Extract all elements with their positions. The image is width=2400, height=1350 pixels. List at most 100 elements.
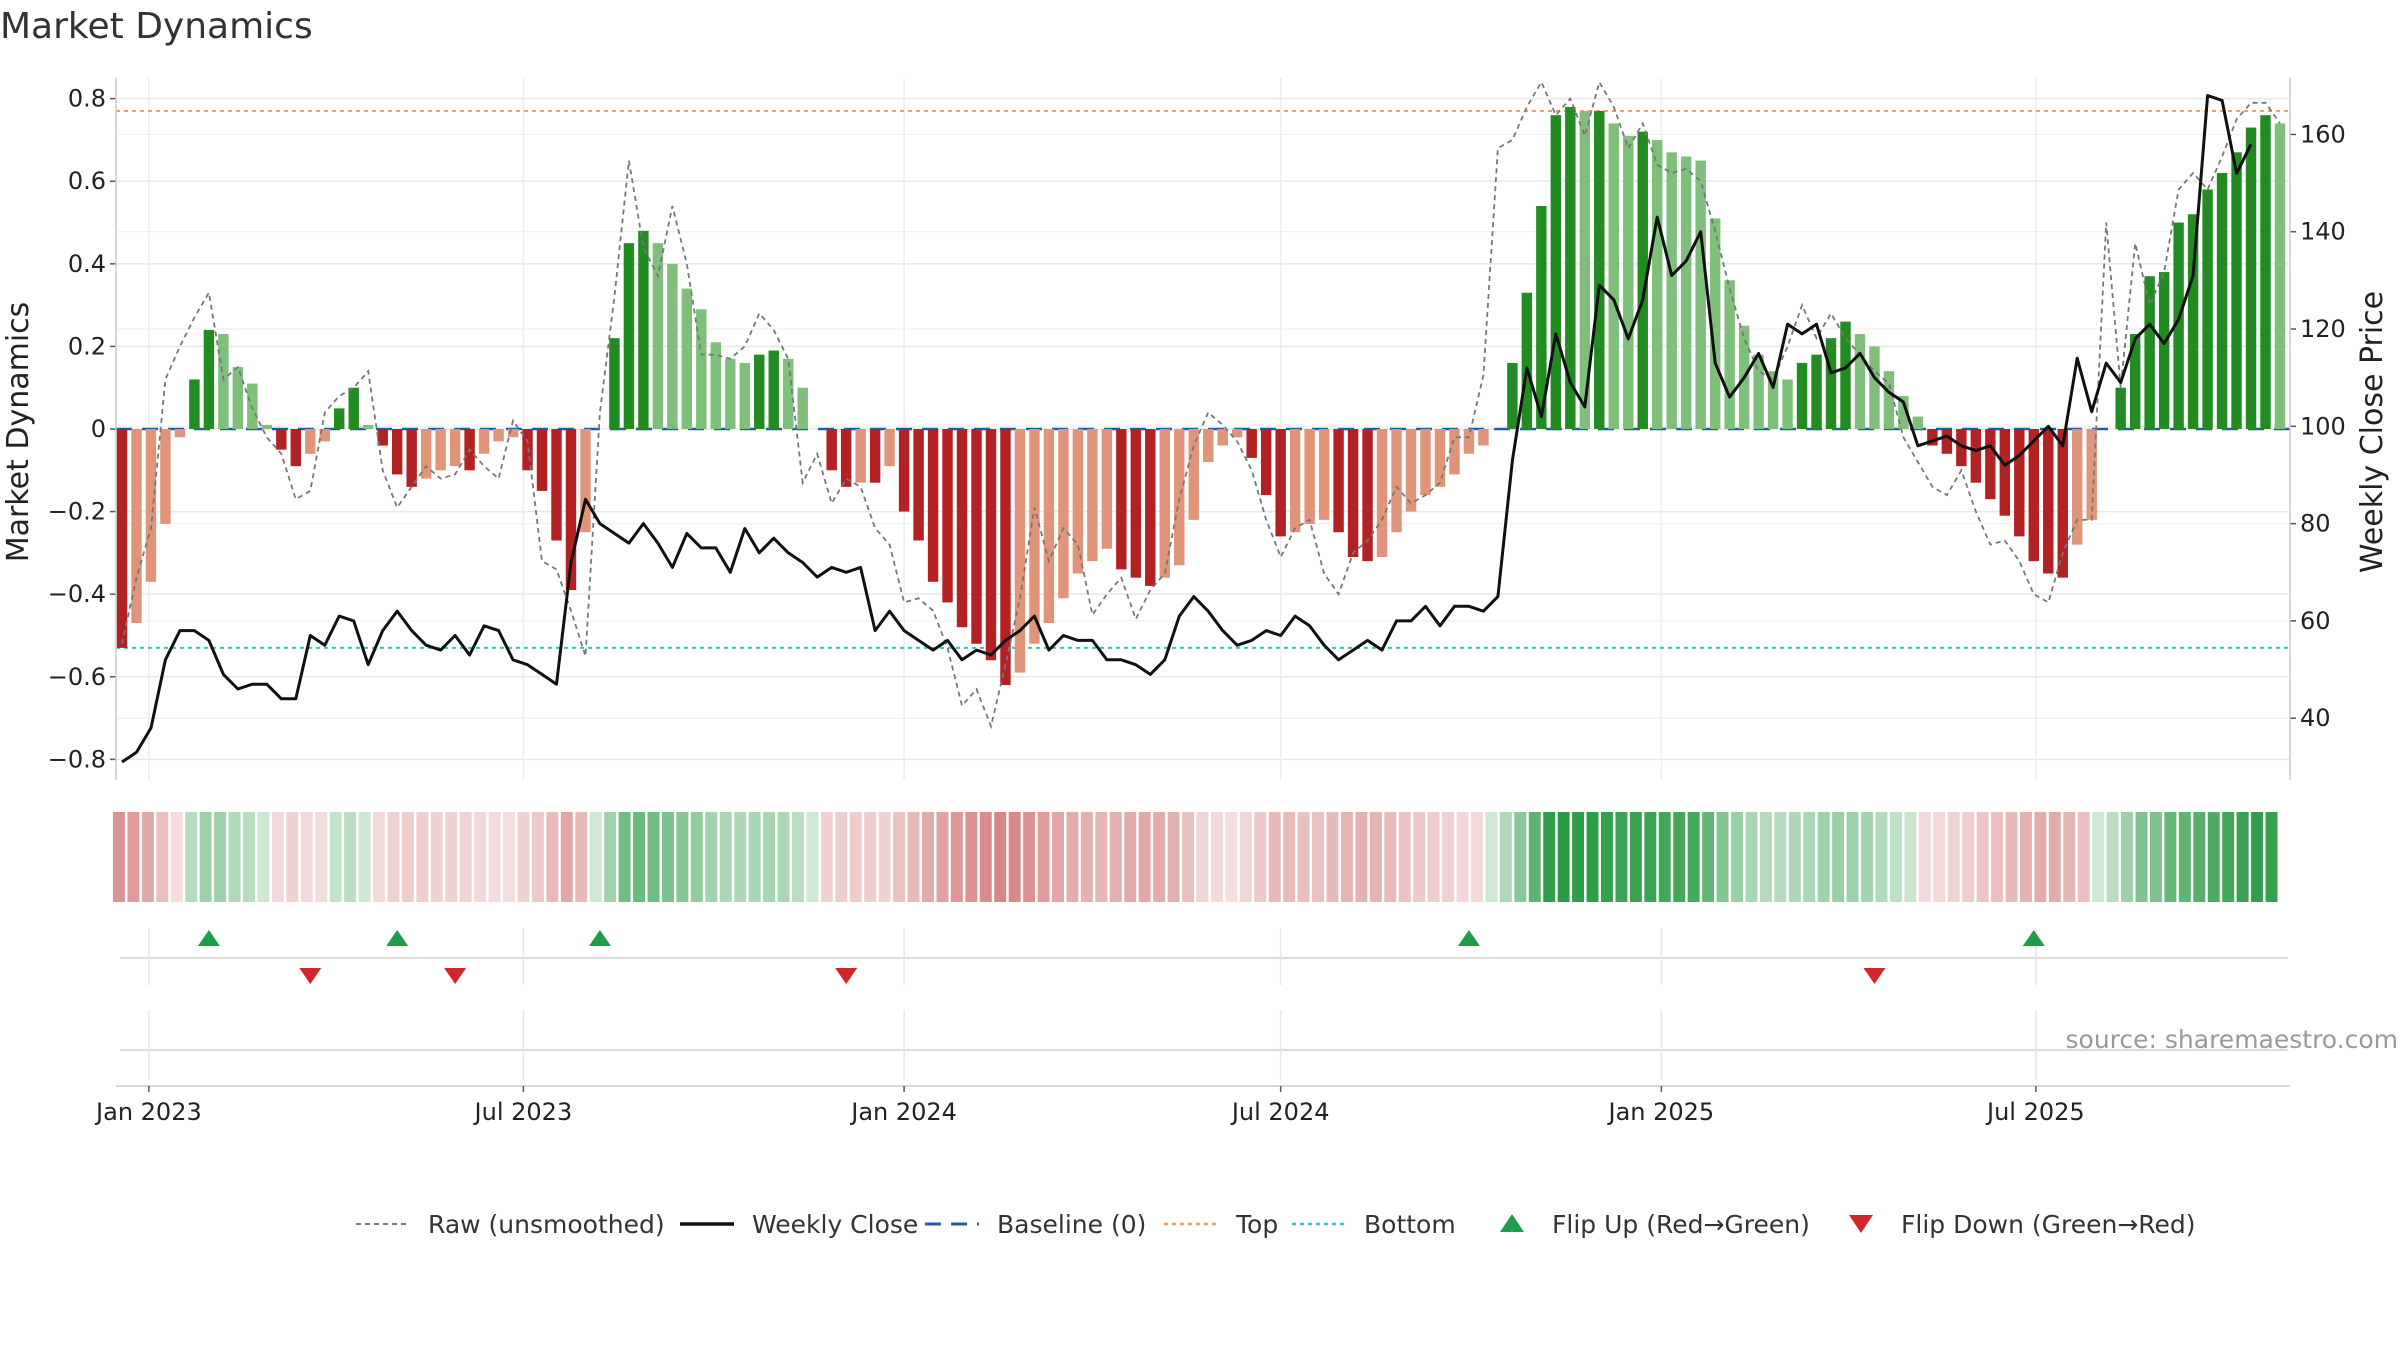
heat-cell xyxy=(734,812,747,902)
heat-cell xyxy=(127,812,140,902)
dynamics-bar xyxy=(2173,222,2184,429)
heat-cell xyxy=(719,812,732,902)
dynamics-bar xyxy=(1840,321,1851,429)
heat-cell xyxy=(1933,812,1946,902)
dynamics-bar xyxy=(884,429,895,467)
dynamics-bar xyxy=(638,230,649,429)
heat-cell xyxy=(2178,812,2191,902)
heat-cell xyxy=(2207,812,2220,902)
flip-markers xyxy=(197,930,2045,984)
dynamics-bar xyxy=(435,429,446,471)
heat-cell xyxy=(1312,812,1325,902)
legend-item: Bottom xyxy=(1292,1210,1456,1239)
dynamics-bar xyxy=(2072,429,2083,545)
dynamics-bar xyxy=(363,424,374,429)
dynamics-bar xyxy=(551,429,562,541)
dynamics-bar xyxy=(1941,429,1953,454)
heat-cell xyxy=(965,812,978,902)
heat-cell xyxy=(271,812,284,902)
dynamics-bar xyxy=(710,342,722,429)
dynamics-bar xyxy=(1608,123,1619,430)
dynamics-bar xyxy=(1753,354,1764,429)
x-tick-label: Jan 2025 xyxy=(1607,1098,1715,1126)
dynamics-bar xyxy=(1666,152,1677,429)
heat-cell xyxy=(1225,812,1238,902)
dynamics-bar xyxy=(2245,127,2257,429)
dynamics-bar xyxy=(1145,429,1156,586)
heat-cell xyxy=(1384,812,1397,902)
heat-cell xyxy=(2019,812,2032,902)
dynamics-bar xyxy=(2274,123,2286,430)
heat-cell xyxy=(2236,812,2249,902)
heat-cell xyxy=(1731,812,1743,902)
heat-cell xyxy=(1080,812,1093,902)
dynamics-bar xyxy=(1420,429,1431,496)
heat-cell xyxy=(2005,812,2018,902)
heat-cell xyxy=(1514,812,1527,902)
heat-cell xyxy=(589,812,602,902)
left-tick-label: −0.2 xyxy=(48,498,106,526)
dynamics-bar xyxy=(1709,218,1721,429)
dynamics-bar xyxy=(667,263,678,429)
flip-up-marker xyxy=(1457,930,1480,946)
heat-cell xyxy=(1326,812,1339,902)
dynamics-bar xyxy=(652,243,664,429)
heat-cell xyxy=(936,812,949,902)
dynamics-bar xyxy=(391,429,403,475)
dynamics-bar xyxy=(1246,429,1257,458)
dynamics-bar xyxy=(1521,292,1533,429)
heat-cell xyxy=(2164,812,2177,902)
dynamics-bar xyxy=(1333,429,1344,533)
dynamics-bar xyxy=(449,429,461,467)
x-tick-label: Jan 2024 xyxy=(849,1098,957,1126)
heat-cell xyxy=(1817,812,1830,902)
flip-down-marker xyxy=(299,968,322,984)
dynamics-bar xyxy=(1174,429,1185,566)
heat-cell xyxy=(416,812,429,902)
heat-cell xyxy=(300,812,313,902)
heat-cell xyxy=(199,812,212,902)
x-tick-label: Jul 2023 xyxy=(473,1098,573,1126)
dynamics-bar xyxy=(305,429,316,454)
dynamics-bar xyxy=(145,429,157,582)
dynamics-bar xyxy=(232,367,244,429)
regime-heat-strip xyxy=(113,812,2278,902)
dynamics-bar xyxy=(1391,429,1402,533)
dynamics-bar xyxy=(1014,429,1026,673)
heat-cell xyxy=(1210,812,1223,902)
x-tick-label: Jul 2024 xyxy=(1230,1098,1330,1126)
dynamics-bar xyxy=(783,358,794,429)
dynamics-bar xyxy=(2144,276,2155,429)
dynamics-bar xyxy=(1478,429,1489,446)
dynamics-bar xyxy=(1796,362,1808,429)
dynamics-bar xyxy=(696,309,707,429)
right-axis-title: Weekly Close Price xyxy=(2355,291,2390,573)
legend-label: Flip Up (Red→Green) xyxy=(1552,1210,1810,1239)
heat-cell xyxy=(748,812,761,902)
dynamics-bar xyxy=(348,387,359,429)
legend: Raw (unsmoothed) Weekly Close Baseline (0)… xyxy=(356,1210,2196,1239)
heat-cell xyxy=(1918,812,1931,902)
heat-cell xyxy=(546,812,559,902)
right-tick-label: 120 xyxy=(2300,315,2346,343)
dynamics-bar xyxy=(754,354,765,429)
heat-cell xyxy=(2135,812,2148,902)
heat-cell xyxy=(2121,812,2134,902)
heat-cell xyxy=(1586,812,1599,902)
x-tick-label: Jul 2025 xyxy=(1985,1098,2085,1126)
heat-cell xyxy=(1167,812,1180,902)
heat-cell xyxy=(618,812,631,902)
flip-up-marker xyxy=(197,930,220,946)
dynamics-bar xyxy=(1898,395,1909,429)
dynamics-bar xyxy=(1912,416,1924,429)
dynamics-bar xyxy=(2028,429,2039,562)
weekly-close-series xyxy=(121,94,2253,764)
heat-cell xyxy=(459,812,472,902)
right-tick-label: 100 xyxy=(2300,412,2346,440)
heat-cell xyxy=(170,812,183,902)
heat-cell xyxy=(2251,812,2264,902)
heat-cell xyxy=(1904,812,1917,902)
dynamics-bar xyxy=(1536,206,1547,429)
heat-cell xyxy=(893,812,906,902)
